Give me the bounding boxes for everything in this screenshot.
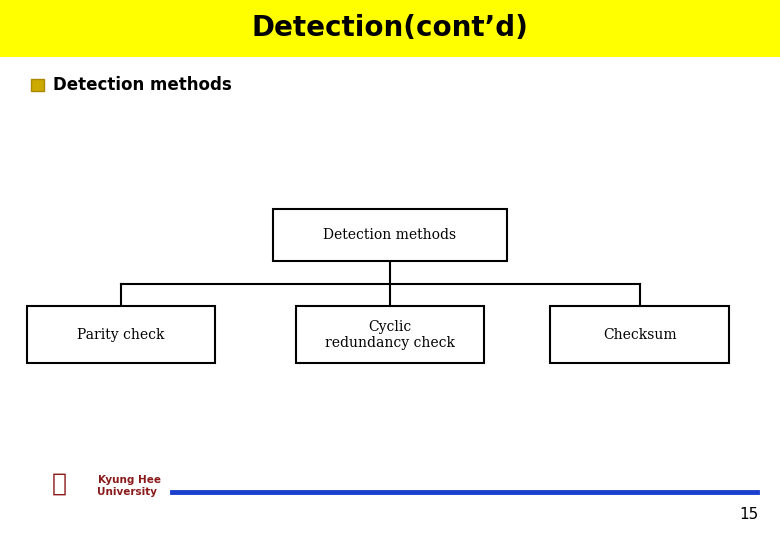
Text: ⛪: ⛪ (51, 471, 67, 495)
Bar (0, 0, 780, 57)
Text: Detection methods: Detection methods (53, 76, 232, 94)
Bar (273, 209, 507, 261)
Text: 15: 15 (739, 507, 758, 522)
Text: University: University (98, 488, 158, 497)
Bar (27, 307, 215, 363)
Bar (31, 79, 44, 91)
Text: Cyclic
redundancy check: Cyclic redundancy check (325, 320, 455, 350)
Text: Detection(cont’d): Detection(cont’d) (252, 14, 528, 42)
Text: Kyung Hee: Kyung Hee (98, 475, 161, 484)
Text: Parity check: Parity check (77, 328, 165, 342)
Bar (550, 307, 729, 363)
Text: Detection methods: Detection methods (324, 228, 456, 242)
Text: Checksum: Checksum (603, 328, 676, 342)
Bar (296, 307, 484, 363)
Bar (30, 463, 88, 503)
